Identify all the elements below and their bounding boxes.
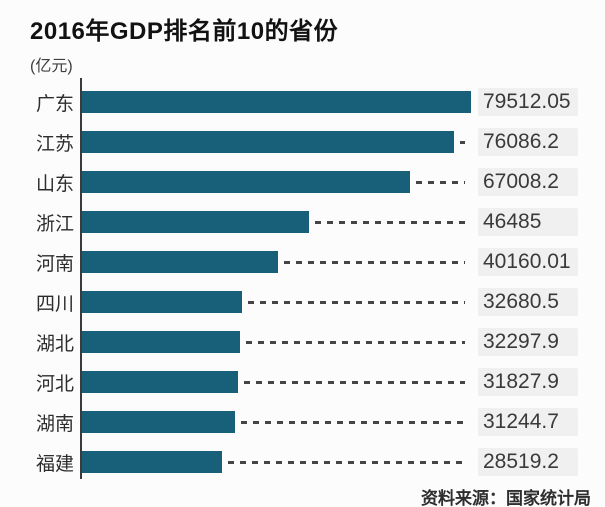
value-cell: 31244.7 xyxy=(469,408,597,436)
value-label: 31827.9 xyxy=(478,368,578,396)
bar xyxy=(82,291,242,313)
chart-row: 河南 40160.01 xyxy=(30,242,597,282)
category-label: 江苏 xyxy=(35,133,74,155)
chart-row: 浙江 46485 xyxy=(30,202,597,242)
value-cell: 40160.01 xyxy=(469,248,597,276)
value-cell: 31827.9 xyxy=(469,368,597,396)
bar xyxy=(82,251,279,273)
bar xyxy=(82,171,410,193)
value-label: 32680.5 xyxy=(478,288,578,316)
value-label: 46485 xyxy=(478,208,578,236)
chart-row: 广东 79512.05 xyxy=(30,82,597,122)
dash-leader-line xyxy=(315,221,465,224)
category-label: 河南 xyxy=(35,253,74,275)
chart-header: 2016年GDP排名前10的省份 (亿元) xyxy=(0,11,605,76)
chart-rows: 广东 79512.05 江苏 76086.2 山东 67008.2 浙江 46485 河南 401… xyxy=(30,82,597,482)
value-label: 28519.2 xyxy=(478,448,578,476)
chart-row: 河北 31827.9 xyxy=(30,362,597,402)
dash-leader-line xyxy=(284,261,465,264)
bar-chart: 广东 79512.05 江苏 76086.2 山东 67008.2 浙江 46485 河南 401… xyxy=(30,78,597,482)
bar-track xyxy=(80,282,469,322)
bar-track xyxy=(80,162,469,202)
value-cell: 32297.9 xyxy=(469,328,597,356)
value-cell: 76086.2 xyxy=(469,128,597,156)
category-label: 山东 xyxy=(35,173,74,195)
category-label: 浙江 xyxy=(35,213,74,235)
bar xyxy=(82,371,238,393)
y-axis-line xyxy=(80,78,82,479)
bar-track xyxy=(80,82,471,122)
category-label: 四川 xyxy=(35,293,74,315)
chart-row: 山东 67008.2 xyxy=(30,162,597,202)
value-label: 32297.9 xyxy=(478,328,578,356)
chart-row: 湖北 32297.9 xyxy=(30,322,597,362)
category-label: 广东 xyxy=(35,93,74,115)
unit-label: (亿元) xyxy=(30,58,73,75)
dash-leader-line xyxy=(246,341,465,344)
value-cell: 79512.05 xyxy=(469,88,597,116)
bar-track xyxy=(80,242,469,282)
chart-row: 四川 32680.5 xyxy=(30,282,597,322)
chart-row: 江苏 76086.2 xyxy=(30,122,597,162)
value-cell: 46485 xyxy=(469,208,597,236)
dash-leader-line xyxy=(240,421,465,424)
bar-track xyxy=(80,362,469,402)
bar xyxy=(82,91,471,113)
chart-title: 2016年GDP排名前10的省份 xyxy=(30,18,339,45)
value-label: 76086.2 xyxy=(478,128,578,156)
bar xyxy=(82,331,240,353)
value-label: 40160.01 xyxy=(478,248,578,276)
category-label: 湖南 xyxy=(35,413,74,435)
bar xyxy=(82,451,222,473)
value-label: 31244.7 xyxy=(478,408,578,436)
chart-row: 湖南 31244.7 xyxy=(30,402,597,442)
dash-leader-line xyxy=(247,301,465,304)
bar-track xyxy=(80,322,469,362)
category-label: 河北 xyxy=(35,373,74,395)
value-label: 67008.2 xyxy=(478,168,578,196)
bar xyxy=(82,211,310,233)
category-label: 湖北 xyxy=(35,333,74,355)
chart-row: 福建 28519.2 xyxy=(30,442,597,482)
source-note: 资料来源：国家统计局 xyxy=(421,489,591,507)
bar xyxy=(82,411,235,433)
dash-leader-line xyxy=(415,181,465,184)
bar-track xyxy=(80,402,469,442)
value-cell: 32680.5 xyxy=(469,288,597,316)
dash-leader-line xyxy=(227,461,465,464)
bar-track xyxy=(80,442,469,482)
dash-leader-line xyxy=(243,381,465,384)
dash-leader-line xyxy=(460,141,465,144)
bar xyxy=(82,131,455,153)
value-cell: 67008.2 xyxy=(469,168,597,196)
value-cell: 28519.2 xyxy=(469,448,597,476)
bar-track xyxy=(80,202,469,242)
category-label: 福建 xyxy=(35,453,74,475)
bar-track xyxy=(80,122,469,162)
value-label: 79512.05 xyxy=(478,88,578,116)
